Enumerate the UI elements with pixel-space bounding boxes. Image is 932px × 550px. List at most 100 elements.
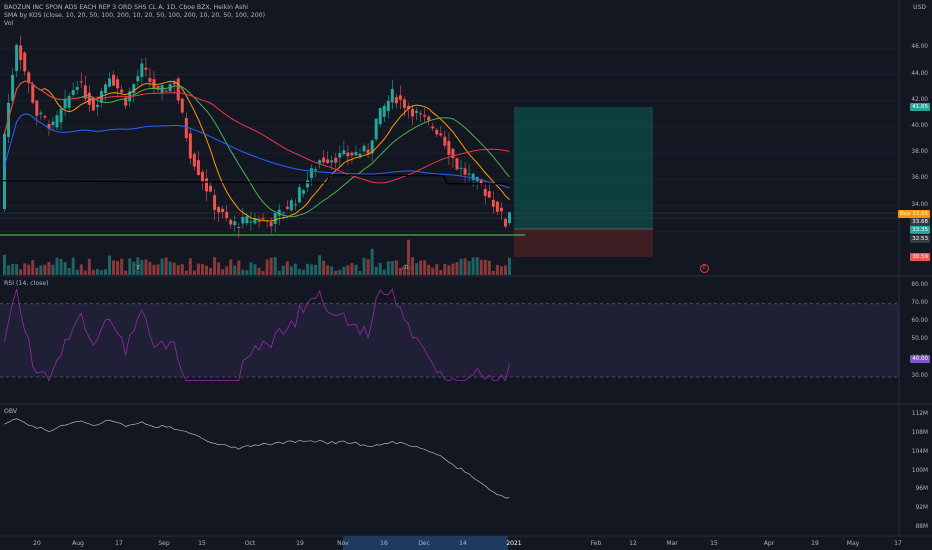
volume-bar — [217, 262, 221, 275]
volume-bar — [120, 258, 124, 275]
candle-body — [192, 153, 196, 167]
candle-body — [447, 140, 451, 155]
volume-bar — [23, 263, 27, 275]
candle-body — [116, 79, 120, 89]
earnings-event-icon[interactable]: E — [700, 264, 709, 273]
volume-label[interactable]: Vol — [4, 20, 14, 27]
candle-body — [233, 221, 237, 226]
obv-line — [4, 418, 510, 499]
volume-bar — [362, 257, 366, 275]
time-tick: Nov — [337, 540, 349, 547]
volume-bar — [128, 258, 132, 275]
candle-body — [67, 95, 71, 108]
time-tick: 17 — [894, 540, 902, 547]
rsi-tick: 30.00 — [911, 373, 928, 379]
obv-label[interactable]: OBV — [4, 408, 18, 415]
time-tick: 2021 — [506, 540, 522, 547]
candle-body — [338, 153, 342, 158]
volume-bar — [47, 261, 51, 275]
candle-body — [342, 150, 346, 155]
rsi-tick: 50.00 — [911, 336, 928, 343]
volume-bar — [467, 261, 471, 275]
volume-bar — [124, 270, 128, 275]
volume-bar — [342, 266, 346, 275]
volume-bar — [205, 265, 208, 275]
price-label: 33.68 — [910, 218, 930, 226]
candle-body — [108, 78, 112, 87]
candle-body — [479, 179, 483, 185]
volume-bar — [144, 259, 148, 275]
volume-bar — [265, 259, 269, 275]
volume-bar — [475, 257, 479, 275]
candle-body — [273, 213, 277, 224]
volume-bar — [330, 266, 334, 275]
volume-bar — [132, 261, 136, 275]
earnings-event-icon[interactable]: E — [134, 264, 143, 273]
volume-bar — [63, 262, 67, 275]
time-tick: 15 — [198, 540, 206, 547]
candle-body — [35, 100, 39, 116]
time-tick: 14 — [459, 540, 467, 547]
candle-body — [112, 74, 116, 86]
candle-body — [326, 159, 330, 164]
candle-body — [63, 98, 67, 109]
chart-title[interactable]: BAOZUN INC SPON ADS EACH REP 3 ORD SHS C… — [4, 4, 248, 11]
candle-body — [91, 98, 95, 111]
candle-body — [180, 98, 184, 113]
candle-body — [47, 124, 51, 129]
price-label: 32.53 — [910, 235, 930, 243]
time-tick: 19 — [296, 540, 304, 547]
candle-body — [439, 133, 443, 136]
candle-body — [148, 77, 152, 82]
candle-body — [144, 67, 148, 70]
obv-tick: 100M — [911, 467, 928, 474]
obv-tick: 88M — [915, 524, 928, 530]
volume-bar — [443, 263, 447, 275]
volume-bar — [455, 262, 459, 275]
candle-body — [318, 160, 322, 164]
volume-bar — [253, 264, 257, 275]
time-tick: Apr — [763, 540, 775, 547]
candle-body — [172, 82, 176, 85]
volume-bar — [11, 264, 15, 275]
time-tick: May — [846, 540, 860, 547]
volume-bar — [269, 257, 273, 275]
candle-body — [322, 157, 326, 163]
volume-bar — [39, 265, 43, 275]
price-tick: 44.00 — [911, 70, 928, 77]
earnings-event-icon[interactable]: D — [402, 264, 411, 273]
volume-bar — [51, 264, 55, 275]
candle-body — [39, 112, 43, 115]
time-tick: 17 — [115, 540, 123, 547]
candle-body — [431, 126, 435, 129]
candle-body — [394, 97, 398, 104]
candle-body — [495, 201, 499, 212]
rsi-label[interactable]: RSI (14, close) — [4, 280, 49, 287]
candle-body — [487, 191, 491, 198]
volume-bar — [245, 270, 249, 275]
ma-line-10 — [4, 80, 510, 222]
time-tick: Oct — [244, 540, 256, 547]
candle-body — [221, 208, 225, 213]
ma-line-50 — [4, 80, 510, 184]
candle-body — [390, 88, 394, 103]
candle-body — [11, 74, 15, 101]
candle-body — [427, 116, 431, 121]
volume-bar — [160, 258, 164, 275]
indicator-label[interactable]: SMA by KOS (close, 10, 20, 50, 100, 200,… — [4, 12, 265, 19]
price-label: 41.65 — [910, 103, 930, 111]
candle-body — [257, 220, 261, 222]
volume-bar — [350, 262, 354, 275]
volume-bar — [495, 264, 499, 275]
volume-bar — [180, 264, 184, 275]
volume-bar — [7, 265, 11, 275]
volume-bar — [370, 248, 374, 275]
candle-body — [205, 178, 208, 192]
volume-bar — [172, 262, 176, 275]
volume-bar — [108, 255, 112, 275]
volume-bar — [43, 264, 47, 275]
volume-bar — [83, 270, 87, 275]
price-label: Buy 33.65 — [897, 210, 930, 218]
candle-body — [362, 145, 366, 152]
